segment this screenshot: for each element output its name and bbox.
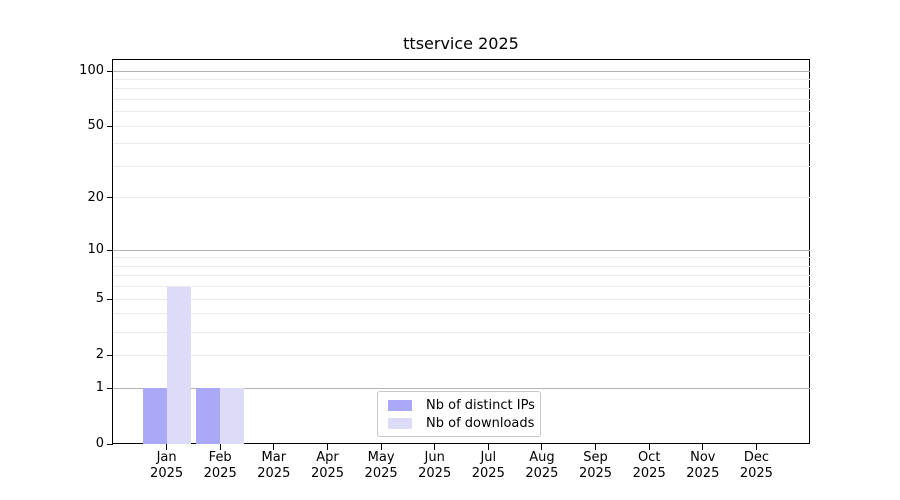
legend-item-downloads: Nb of downloads — [386, 416, 534, 431]
y-tick-label-100: 100 — [79, 63, 104, 78]
x-tick-label-jun: Jun 2025 — [418, 450, 452, 481]
x-tick-label-may: May 2025 — [364, 450, 398, 481]
x-tick-dec — [755, 444, 757, 450]
x-tick-jan — [166, 444, 168, 450]
x-tick-label-apr: Apr 2025 — [310, 450, 345, 481]
x-tick-label-feb: Feb 2025 — [203, 450, 237, 481]
x-tick-label-aug: Aug 2025 — [525, 450, 559, 481]
legend-swatch-distinct-ips-icon — [388, 399, 412, 411]
legend-label-downloads: Nb of downloads — [426, 415, 535, 431]
plot-area — [112, 59, 810, 444]
legend-swatch-downloads-icon — [388, 417, 412, 429]
x-tick-aug — [541, 444, 543, 450]
y-tick-label-1: 1 — [95, 380, 104, 395]
legend-item-distinct-ips: Nb of distinct IPs — [386, 397, 535, 413]
y-tick-label-5: 5 — [95, 291, 104, 307]
x-tick-label-nov: Nov 2025 — [686, 450, 720, 481]
x-tick-label-sep: Sep 2025 — [578, 450, 613, 481]
legend-label-distinct-ips: Nb of distinct IPs — [426, 397, 535, 413]
x-tick-nov — [702, 444, 704, 450]
x-tick-label-dec: Dec 2025 — [739, 450, 773, 481]
x-tick-oct — [648, 444, 650, 450]
chart-title: ttservice 2025 — [403, 34, 519, 53]
y-tick-label-10: 10 — [87, 242, 104, 258]
x-tick-sep — [595, 444, 596, 450]
x-tick-apr — [327, 444, 328, 450]
y-tick-label-50: 50 — [87, 118, 104, 134]
x-tick-feb — [219, 444, 221, 450]
x-tick-jun — [434, 444, 436, 450]
x-tick-label-mar: Mar 2025 — [257, 450, 291, 481]
x-tick-mar — [273, 444, 275, 450]
x-tick-jul — [487, 444, 489, 450]
y-tick-label-2: 2 — [95, 347, 104, 363]
legend: Nb of distinct IPs Nb of downloads — [377, 391, 541, 437]
x-tick-label-oct: Oct 2025 — [632, 450, 666, 481]
x-tick-may — [380, 444, 382, 450]
y-tick-label-0: 0 — [95, 436, 104, 451]
x-tick-label-jul: Jul 2025 — [471, 450, 505, 481]
x-tick-label-jan: Jan 2025 — [150, 450, 184, 481]
y-tick-label-20: 20 — [87, 189, 104, 205]
